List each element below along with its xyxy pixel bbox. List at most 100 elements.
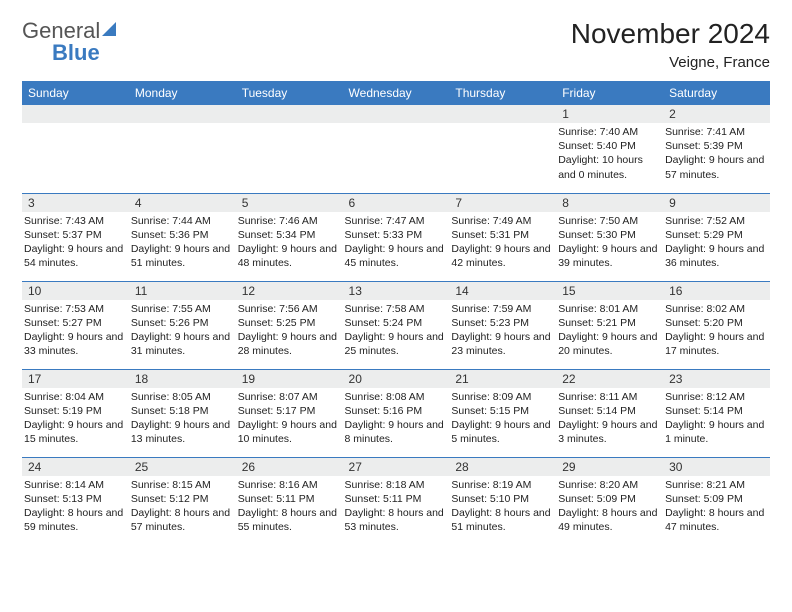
daylight-text: Daylight: 8 hours and 55 minutes. [238, 506, 341, 534]
day-number: 22 [556, 370, 663, 388]
calendar-cell: 1Sunrise: 7:40 AMSunset: 5:40 PMDaylight… [556, 105, 663, 193]
day-details: Sunrise: 7:44 AMSunset: 5:36 PMDaylight:… [129, 212, 236, 271]
sunset-text: Sunset: 5:31 PM [451, 228, 554, 242]
sunset-text: Sunset: 5:12 PM [131, 492, 234, 506]
sunrise-text: Sunrise: 7:44 AM [131, 214, 234, 228]
sunset-text: Sunset: 5:25 PM [238, 316, 341, 330]
calendar-cell: 21Sunrise: 8:09 AMSunset: 5:15 PMDayligh… [449, 369, 556, 457]
calendar-cell [22, 105, 129, 193]
day-details: Sunrise: 8:21 AMSunset: 5:09 PMDaylight:… [663, 476, 770, 535]
daylight-text: Daylight: 9 hours and 28 minutes. [238, 330, 341, 358]
day-header: Friday [556, 81, 663, 105]
day-number: 23 [663, 370, 770, 388]
calendar-cell: 3Sunrise: 7:43 AMSunset: 5:37 PMDaylight… [22, 193, 129, 281]
daylight-text: Daylight: 9 hours and 33 minutes. [24, 330, 127, 358]
calendar-cell: 10Sunrise: 7:53 AMSunset: 5:27 PMDayligh… [22, 281, 129, 369]
sunrise-text: Sunrise: 8:01 AM [558, 302, 661, 316]
calendar-cell: 6Sunrise: 7:47 AMSunset: 5:33 PMDaylight… [343, 193, 450, 281]
sunrise-text: Sunrise: 8:12 AM [665, 390, 768, 404]
sunrise-text: Sunrise: 7:43 AM [24, 214, 127, 228]
sunrise-text: Sunrise: 8:20 AM [558, 478, 661, 492]
day-details: Sunrise: 7:53 AMSunset: 5:27 PMDaylight:… [22, 300, 129, 359]
sunrise-text: Sunrise: 7:53 AM [24, 302, 127, 316]
sunset-text: Sunset: 5:18 PM [131, 404, 234, 418]
calendar-cell: 19Sunrise: 8:07 AMSunset: 5:17 PMDayligh… [236, 369, 343, 457]
sunset-text: Sunset: 5:13 PM [24, 492, 127, 506]
day-number: 15 [556, 282, 663, 300]
sunset-text: Sunset: 5:40 PM [558, 139, 661, 153]
day-header: Wednesday [343, 81, 450, 105]
sunset-text: Sunset: 5:09 PM [558, 492, 661, 506]
calendar-cell [129, 105, 236, 193]
sunset-text: Sunset: 5:33 PM [345, 228, 448, 242]
daylight-text: Daylight: 9 hours and 10 minutes. [238, 418, 341, 446]
day-number: 24 [22, 458, 129, 476]
sunset-text: Sunset: 5:37 PM [24, 228, 127, 242]
day-details: Sunrise: 8:08 AMSunset: 5:16 PMDaylight:… [343, 388, 450, 447]
calendar-row: 10Sunrise: 7:53 AMSunset: 5:27 PMDayligh… [22, 281, 770, 369]
daylight-text: Daylight: 9 hours and 39 minutes. [558, 242, 661, 270]
header: General Blue November 2024 Veigne, Franc… [22, 18, 770, 71]
sunset-text: Sunset: 5:23 PM [451, 316, 554, 330]
daylight-text: Daylight: 8 hours and 57 minutes. [131, 506, 234, 534]
day-number-empty [343, 105, 450, 123]
sunset-text: Sunset: 5:11 PM [345, 492, 448, 506]
day-header: Thursday [449, 81, 556, 105]
daylight-text: Daylight: 9 hours and 36 minutes. [665, 242, 768, 270]
sunrise-text: Sunrise: 8:14 AM [24, 478, 127, 492]
calendar-cell: 30Sunrise: 8:21 AMSunset: 5:09 PMDayligh… [663, 457, 770, 545]
calendar-cell [343, 105, 450, 193]
sunrise-text: Sunrise: 8:11 AM [558, 390, 661, 404]
sunset-text: Sunset: 5:17 PM [238, 404, 341, 418]
day-number: 27 [343, 458, 450, 476]
sunrise-text: Sunrise: 8:19 AM [451, 478, 554, 492]
page-title: November 2024 [571, 18, 770, 50]
sunset-text: Sunset: 5:16 PM [345, 404, 448, 418]
daylight-text: Daylight: 9 hours and 3 minutes. [558, 418, 661, 446]
calendar-row: 24Sunrise: 8:14 AMSunset: 5:13 PMDayligh… [22, 457, 770, 545]
day-number: 1 [556, 105, 663, 123]
day-number: 7 [449, 194, 556, 212]
logo-word2: Blue [52, 40, 116, 66]
calendar-cell: 22Sunrise: 8:11 AMSunset: 5:14 PMDayligh… [556, 369, 663, 457]
sunrise-text: Sunrise: 8:09 AM [451, 390, 554, 404]
sunrise-text: Sunrise: 7:56 AM [238, 302, 341, 316]
sunset-text: Sunset: 5:20 PM [665, 316, 768, 330]
day-number: 20 [343, 370, 450, 388]
day-header: Sunday [22, 81, 129, 105]
sunset-text: Sunset: 5:15 PM [451, 404, 554, 418]
day-number: 28 [449, 458, 556, 476]
calendar-cell: 13Sunrise: 7:58 AMSunset: 5:24 PMDayligh… [343, 281, 450, 369]
calendar-cell: 29Sunrise: 8:20 AMSunset: 5:09 PMDayligh… [556, 457, 663, 545]
sunset-text: Sunset: 5:24 PM [345, 316, 448, 330]
sunrise-text: Sunrise: 7:58 AM [345, 302, 448, 316]
calendar-cell: 16Sunrise: 8:02 AMSunset: 5:20 PMDayligh… [663, 281, 770, 369]
day-number: 13 [343, 282, 450, 300]
sunset-text: Sunset: 5:14 PM [558, 404, 661, 418]
calendar-row: 3Sunrise: 7:43 AMSunset: 5:37 PMDaylight… [22, 193, 770, 281]
daylight-text: Daylight: 9 hours and 8 minutes. [345, 418, 448, 446]
calendar-header-row: SundayMondayTuesdayWednesdayThursdayFrid… [22, 81, 770, 105]
calendar-cell: 8Sunrise: 7:50 AMSunset: 5:30 PMDaylight… [556, 193, 663, 281]
sunrise-text: Sunrise: 7:59 AM [451, 302, 554, 316]
day-details: Sunrise: 8:11 AMSunset: 5:14 PMDaylight:… [556, 388, 663, 447]
daylight-text: Daylight: 9 hours and 1 minute. [665, 418, 768, 446]
calendar-cell: 17Sunrise: 8:04 AMSunset: 5:19 PMDayligh… [22, 369, 129, 457]
sunrise-text: Sunrise: 8:18 AM [345, 478, 448, 492]
calendar-cell: 14Sunrise: 7:59 AMSunset: 5:23 PMDayligh… [449, 281, 556, 369]
day-number-empty [22, 105, 129, 123]
calendar-cell: 27Sunrise: 8:18 AMSunset: 5:11 PMDayligh… [343, 457, 450, 545]
day-details: Sunrise: 8:07 AMSunset: 5:17 PMDaylight:… [236, 388, 343, 447]
day-details: Sunrise: 7:46 AMSunset: 5:34 PMDaylight:… [236, 212, 343, 271]
day-number: 14 [449, 282, 556, 300]
day-number-empty [449, 105, 556, 123]
sunrise-text: Sunrise: 8:21 AM [665, 478, 768, 492]
daylight-text: Daylight: 9 hours and 57 minutes. [665, 153, 768, 181]
calendar-cell [236, 105, 343, 193]
day-details: Sunrise: 8:20 AMSunset: 5:09 PMDaylight:… [556, 476, 663, 535]
daylight-text: Daylight: 8 hours and 59 minutes. [24, 506, 127, 534]
sunrise-text: Sunrise: 7:41 AM [665, 125, 768, 139]
sunrise-text: Sunrise: 8:15 AM [131, 478, 234, 492]
day-number: 17 [22, 370, 129, 388]
day-number: 21 [449, 370, 556, 388]
